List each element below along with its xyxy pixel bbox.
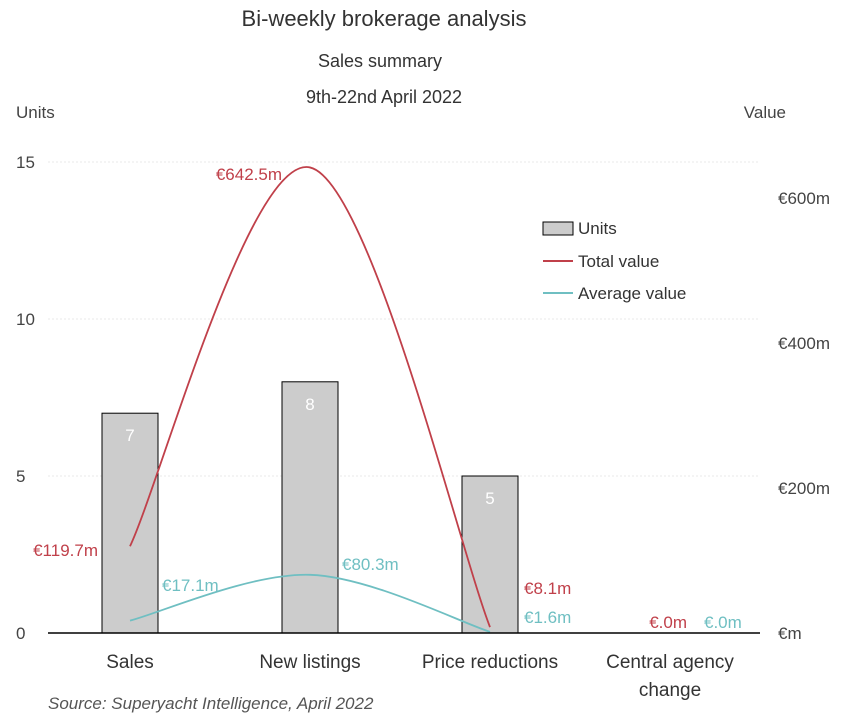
legend: Units Total value Average value bbox=[542, 219, 686, 303]
y-right-tick-label: €200m bbox=[778, 479, 830, 498]
legend-units-label: Units bbox=[578, 219, 617, 238]
total-value-label: €119.7m bbox=[33, 541, 98, 560]
y-axis-right-title: Value bbox=[744, 103, 786, 122]
chart-date-range: 9th-22nd April 2022 bbox=[306, 87, 462, 107]
y-right-tick-label: €600m bbox=[778, 189, 830, 208]
total-value-line bbox=[129, 166, 491, 628]
y-left-tick-label: 10 bbox=[16, 310, 35, 329]
bar-value-label: 5 bbox=[485, 489, 494, 508]
chart-subtitle: Sales summary bbox=[318, 51, 442, 71]
legend-average-label: Average value bbox=[578, 284, 686, 303]
bar bbox=[101, 412, 159, 634]
bar bbox=[281, 381, 339, 634]
legend-units-swatch bbox=[542, 221, 574, 236]
x-category-label: Price reductions bbox=[422, 652, 558, 673]
y-axis-left-title: Units bbox=[16, 103, 55, 122]
average-value-label: €1.6m bbox=[524, 608, 571, 627]
x-category-label: Sales bbox=[106, 652, 154, 673]
total-value-label: €.0m bbox=[649, 613, 687, 632]
y-right-tick-label: €m bbox=[778, 624, 802, 643]
data-labels: €119.7m €642.5m €8.1m €.0m €17.1m €80.3m €1.6m… bbox=[33, 165, 742, 632]
average-value-line bbox=[129, 573, 491, 633]
y-left-tick-label: 5 bbox=[16, 467, 25, 486]
average-value-label: €.0m bbox=[704, 613, 742, 632]
bar-value-label: 7 bbox=[125, 426, 134, 445]
gridlines bbox=[48, 161, 760, 477]
category-labels: Sales New listings Price reductions Central… bbox=[106, 652, 734, 701]
y-right-tick-label: €400m bbox=[778, 334, 830, 353]
average-value-label: €80.3m bbox=[342, 555, 399, 574]
axis-ticks: 0 5 10 15 €m €200m €400m €600m bbox=[16, 153, 830, 643]
total-value-label: €642.5m bbox=[216, 165, 282, 184]
series-lines bbox=[129, 166, 491, 633]
total-value-label: €8.1m bbox=[524, 579, 571, 598]
chart-title: Bi-weekly brokerage analysis bbox=[242, 6, 527, 31]
bar bbox=[461, 475, 519, 634]
average-value-label: €17.1m bbox=[162, 576, 219, 595]
y-left-tick-label: 15 bbox=[16, 153, 35, 172]
legend-total-label: Total value bbox=[578, 252, 659, 271]
x-category-label: Central agency change bbox=[606, 652, 734, 701]
bar-value-label: 8 bbox=[305, 395, 314, 414]
x-category-label: New listings bbox=[259, 652, 360, 673]
bars: 7 8 5 bbox=[101, 381, 519, 634]
source-note: Source: Superyacht Intelligence, April 2… bbox=[48, 694, 374, 713]
y-left-tick-label: 0 bbox=[16, 624, 25, 643]
